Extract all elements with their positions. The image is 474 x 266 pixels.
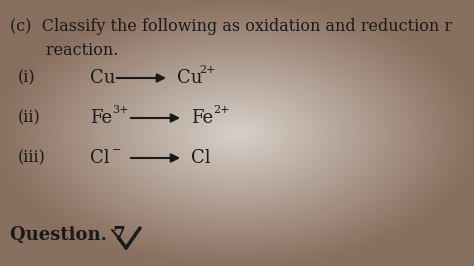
Text: −: − [112, 145, 121, 155]
Text: Fe: Fe [90, 109, 112, 127]
Text: Cl: Cl [191, 149, 210, 167]
Text: Fe: Fe [191, 109, 213, 127]
Text: 2+: 2+ [199, 65, 216, 75]
Text: Cu: Cu [177, 69, 202, 87]
Text: 2+: 2+ [213, 105, 229, 115]
Text: Question. 7: Question. 7 [10, 226, 126, 244]
Text: Cu: Cu [90, 69, 116, 87]
Text: (c)  Classify the following as oxidation and reduction r: (c) Classify the following as oxidation … [10, 18, 452, 35]
Text: (iii): (iii) [18, 149, 46, 167]
Text: (ii): (ii) [18, 110, 41, 127]
Text: Cl: Cl [90, 149, 109, 167]
Text: reaction.: reaction. [10, 42, 118, 59]
Text: 3+: 3+ [112, 105, 128, 115]
Text: (i): (i) [18, 69, 36, 86]
